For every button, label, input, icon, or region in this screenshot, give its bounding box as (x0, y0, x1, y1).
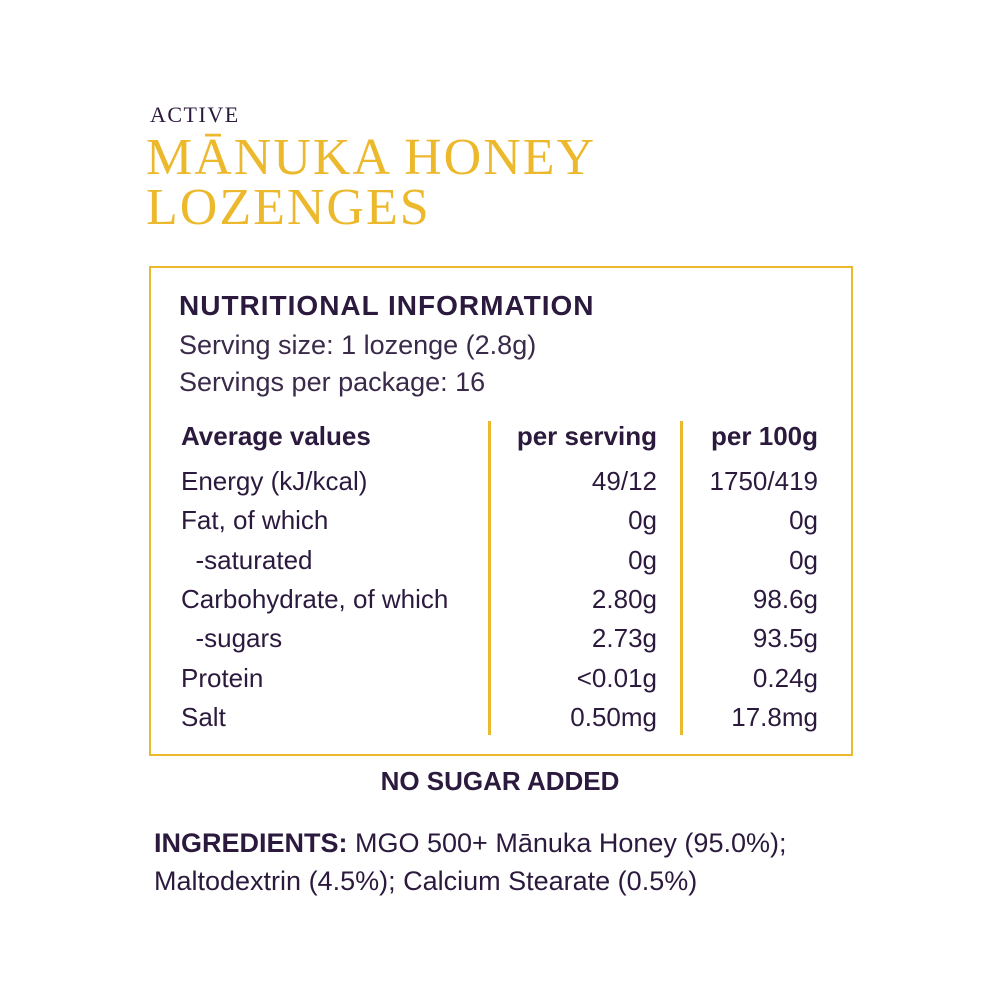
product-title-line2: LOZENGES (146, 179, 431, 236)
table-row: Carbohydrate, of which 2.80g 98.6g (0, 584, 1000, 623)
per-serving-value: 49/12 (591, 466, 657, 496)
per-serving-value: 0g (628, 544, 657, 575)
nutrient-name: Energy (kJ/kcal) (181, 466, 368, 496)
ingredients-line2: Maltodextrin (4.5%); Calcium Stearate (0… (154, 866, 698, 896)
nutrient-name: -saturated (181, 544, 313, 575)
header-average-values: Average values (181, 421, 371, 451)
column-divider (680, 421, 683, 735)
servings-per-package: Servings per package: 16 (179, 367, 486, 397)
per-serving-value: 2.80g (591, 583, 657, 614)
ingredients-line1: INGREDIENTS: MGO 500+ Mānuka Honey (95.0… (154, 828, 786, 859)
product-title-line1: MĀNUKA HONEY (146, 129, 597, 186)
table-row: Energy (kJ/kcal) 49/12 1750/419 (0, 466, 1000, 505)
nutrient-name: Carbohydrate, of which (181, 583, 449, 614)
header-per-serving: per serving (516, 421, 657, 451)
table-row: -saturated 0g 0g (0, 545, 1000, 584)
ingredients-text1: MGO 500+ Mānuka Honey (95.0%); (347, 828, 787, 858)
table-row: Fat, of which 0g 0g (0, 505, 1000, 544)
per-serving-value: 2.73g (591, 623, 657, 654)
no-sugar-added-claim: NO SUGAR ADDED (380, 766, 620, 796)
ingredients-label: INGREDIENTS: (154, 828, 348, 858)
per-100g-value: 17.8mg (731, 701, 818, 732)
header-per-100g: per 100g (711, 421, 818, 451)
nutrition-panel (149, 266, 853, 756)
nutrient-name: Protein (181, 662, 264, 693)
nutrient-name: Fat, of which (181, 505, 329, 536)
nutrition-title: NUTRITIONAL INFORMATION (179, 290, 595, 321)
per-serving-value: <0.01g (576, 662, 657, 693)
serving-size: Serving size: 1 lozenge (2.8g) (179, 330, 537, 360)
nutrient-name: -sugars (181, 623, 283, 654)
per-100g-value: 0g (789, 544, 818, 575)
per-100g-value: 0.24g (752, 662, 818, 693)
table-header: Average values per serving per 100g (0, 421, 1000, 460)
table-row: Protein <0.01g 0.24g (0, 663, 1000, 702)
per-100g-value: 93.5g (752, 623, 818, 654)
per-100g-value: 98.6g (752, 583, 818, 614)
per-serving-value: 0g (628, 505, 657, 536)
per-serving-value: 0.50mg (570, 701, 657, 732)
nutrient-name: Salt (181, 701, 226, 732)
column-divider (488, 421, 491, 735)
brand-prefix: ACTIVE (150, 102, 240, 127)
per-100g-value: 1750/419 (709, 466, 818, 496)
table-row: -sugars 2.73g 93.5g (0, 623, 1000, 662)
table-row: Salt 0.50mg 17.8mg (0, 702, 1000, 741)
per-100g-value: 0g (789, 505, 818, 536)
